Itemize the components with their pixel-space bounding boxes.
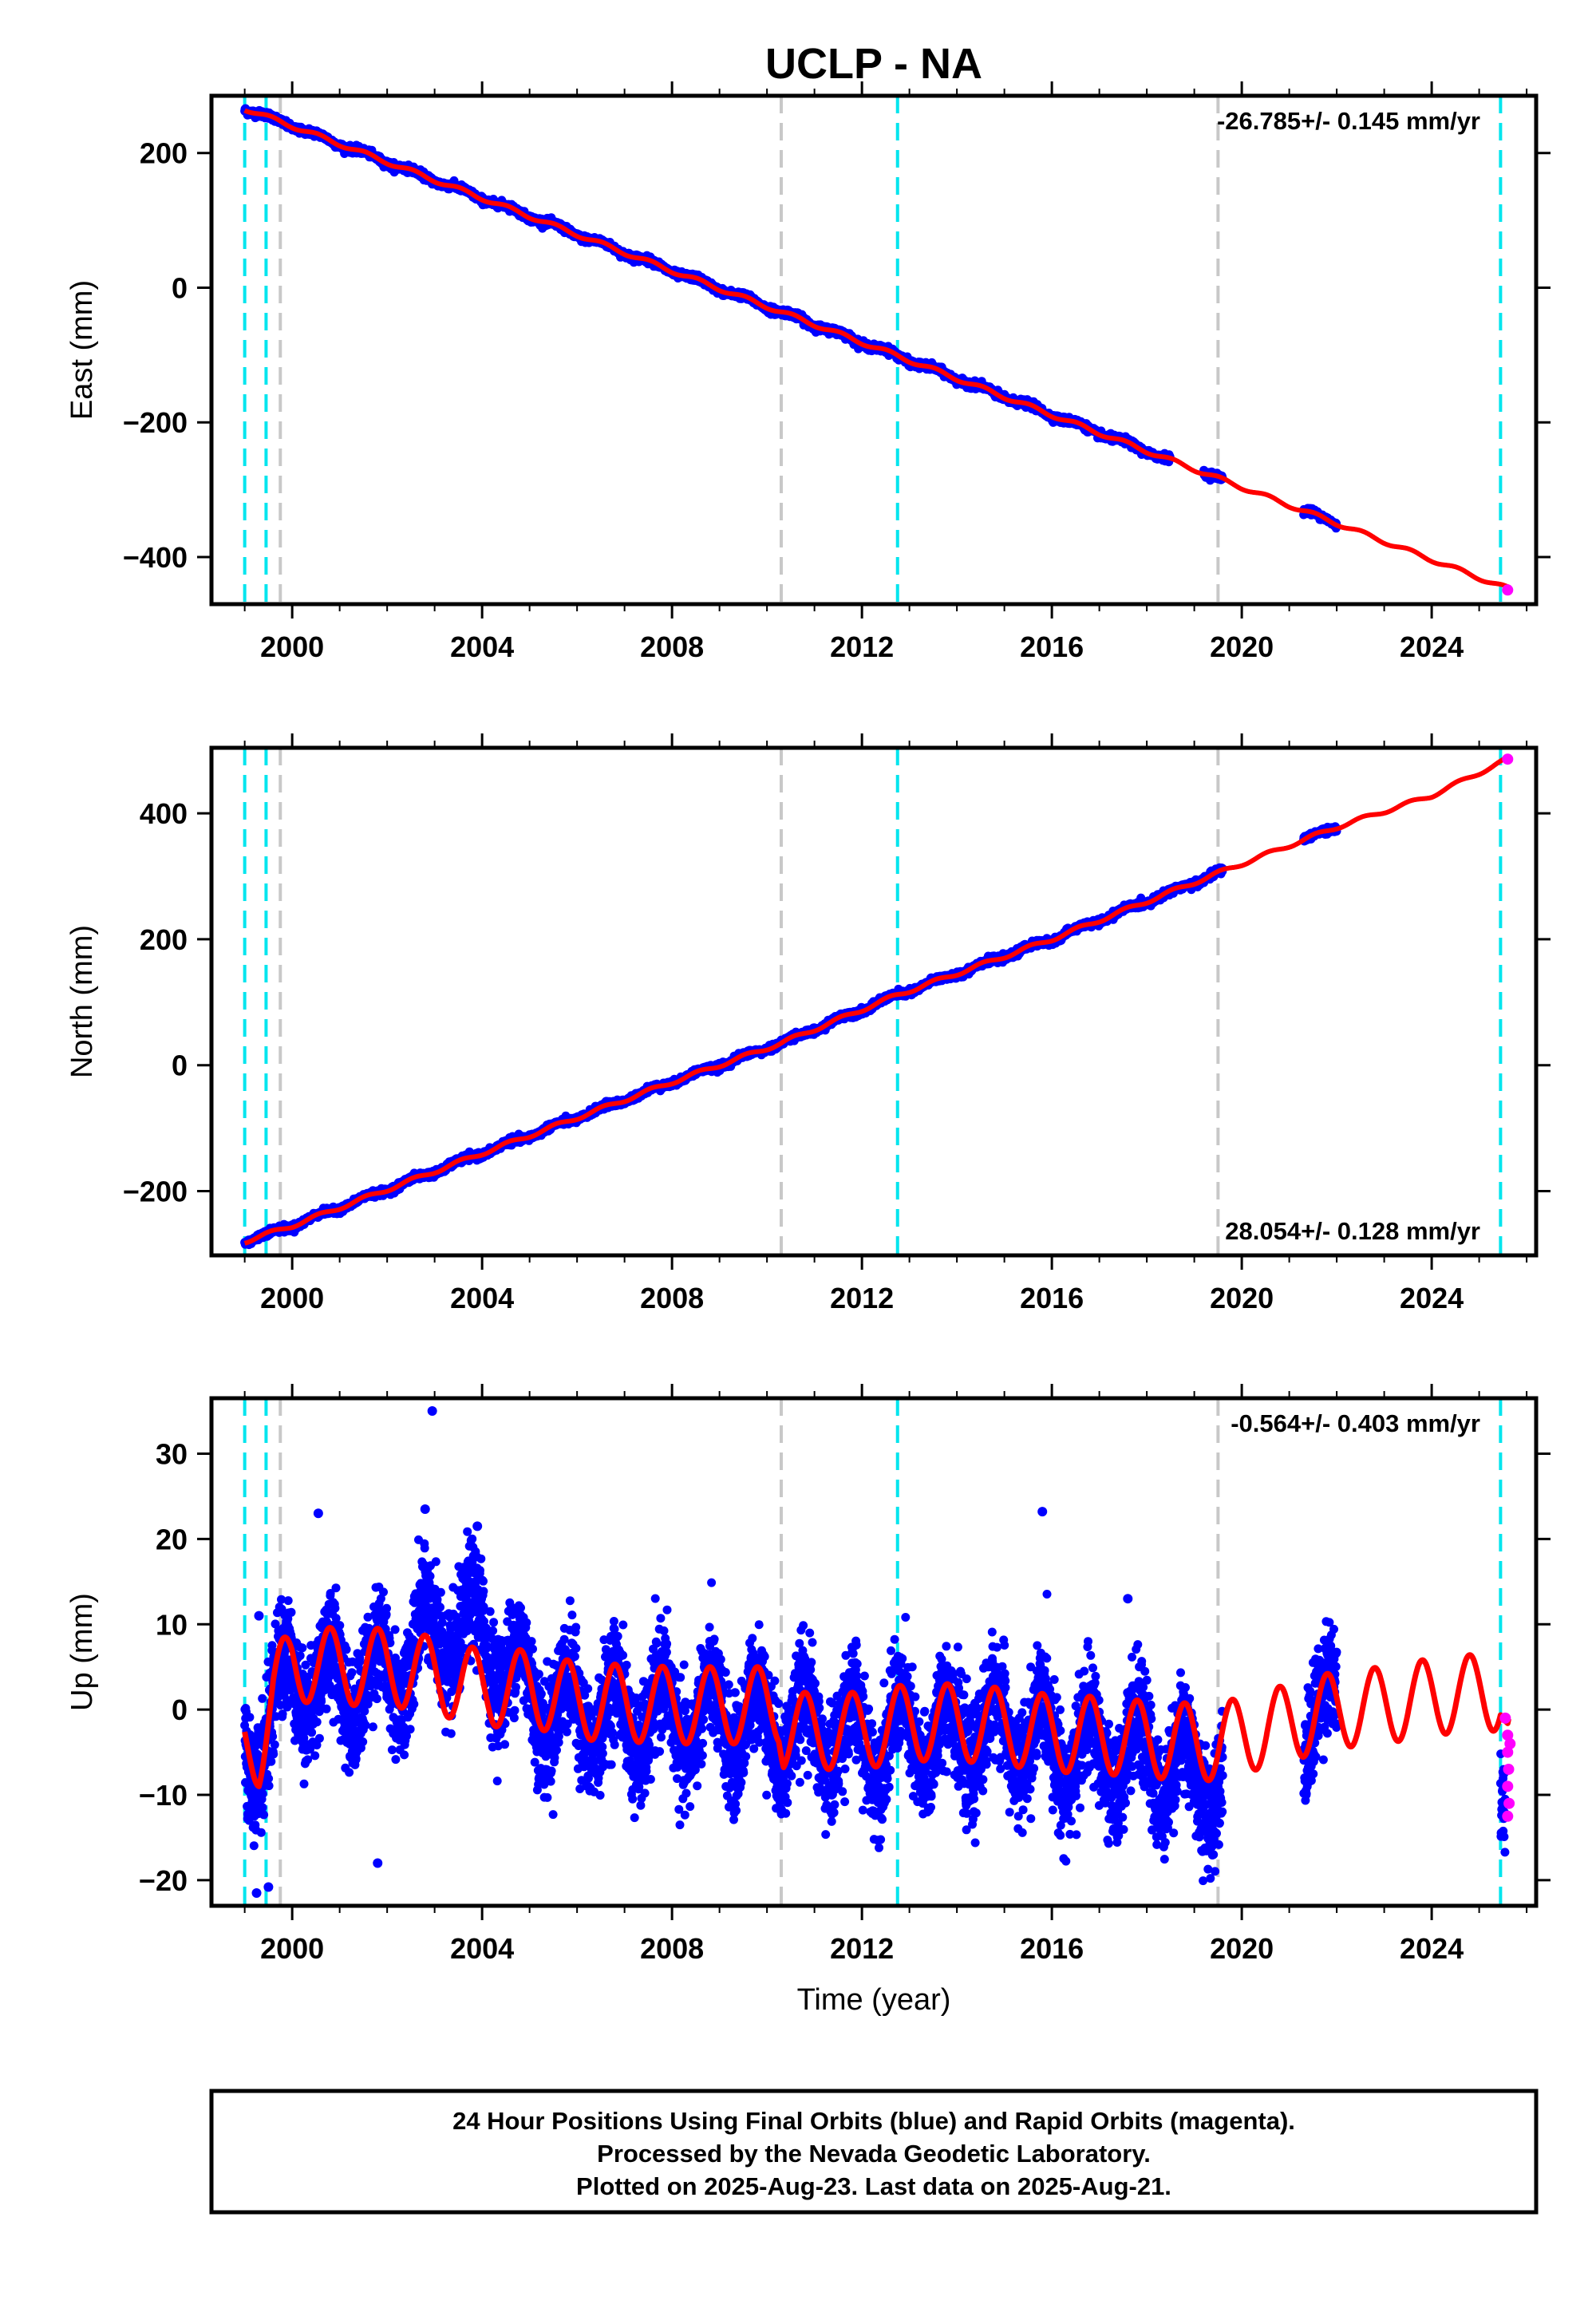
east-plot-area: [240, 96, 1514, 604]
x-tick-label: 2020: [1210, 630, 1274, 663]
x-tick-label: 2008: [640, 630, 704, 663]
x-tick-label: 2004: [450, 630, 514, 663]
chart-title: UCLP - NA: [765, 40, 982, 88]
x-tick-label: 2016: [1020, 630, 1084, 663]
rapid-orbit-point: [1502, 584, 1514, 596]
x-tick-label: 2012: [830, 630, 894, 663]
x-tick-label: 2000: [260, 630, 324, 663]
east-rate-label: -26.785+/- 0.145 mm/yr: [1217, 107, 1480, 135]
east-panel: 2000 2004 2008 2012 2016 2020 2024 −400 −200 0 200…: [65, 81, 1551, 663]
y-tick-label: 0: [172, 271, 188, 304]
y-tick-label: −400: [123, 541, 188, 574]
east-y-axis-label: East (mm): [65, 280, 99, 420]
y-tick-label: 200: [140, 137, 188, 170]
x-tick-label: 2024: [1400, 630, 1464, 663]
y-tick-label: −200: [123, 406, 188, 439]
